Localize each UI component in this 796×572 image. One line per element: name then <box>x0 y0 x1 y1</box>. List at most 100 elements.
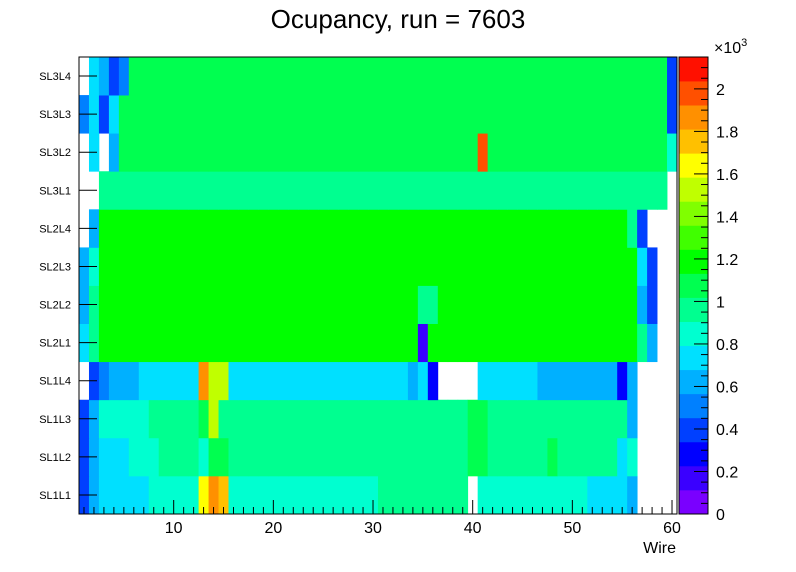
heatmap-cell <box>358 399 369 439</box>
heatmap-cell <box>427 399 439 439</box>
heatmap-cell <box>407 171 419 210</box>
heatmap-cell <box>457 209 469 248</box>
heatmap-cell <box>437 95 449 134</box>
heatmap-cell <box>577 399 588 439</box>
heatmap-cell <box>597 437 608 477</box>
heatmap-cell <box>378 399 389 439</box>
heatmap-cell <box>148 133 160 172</box>
heatmap-cell <box>168 399 180 439</box>
heatmap-cell <box>328 437 339 477</box>
heatmap-cell <box>527 285 538 324</box>
heatmap-cell <box>128 361 140 401</box>
heatmap-cell <box>228 475 239 515</box>
heatmap-cell <box>288 323 299 363</box>
heatmap-cell <box>567 323 578 363</box>
heatmap-cell <box>128 95 140 134</box>
heatmap-cell <box>218 285 229 324</box>
heatmap-cell <box>218 133 229 172</box>
heatmap-cell <box>567 247 578 286</box>
heatmap-cell <box>148 323 160 363</box>
heatmap-cell <box>397 361 409 401</box>
heatmap-cell <box>567 209 578 248</box>
heatmap-cell <box>188 399 199 439</box>
heatmap-cell <box>477 57 489 96</box>
heatmap-cell <box>238 437 249 477</box>
heatmap-cell <box>358 285 369 324</box>
heatmap-cell <box>397 475 409 515</box>
heatmap-cell <box>617 475 628 515</box>
heatmap-cell <box>258 399 269 439</box>
heatmap-cell <box>348 323 359 363</box>
heatmap-cell <box>228 209 239 248</box>
heatmap-cell <box>338 209 349 248</box>
heatmap-cell <box>178 475 190 515</box>
heatmap-cell <box>178 361 190 401</box>
heatmap-cell <box>507 285 518 324</box>
heatmap-cell <box>198 247 209 286</box>
heatmap-cell <box>98 95 110 134</box>
heatmap-cell <box>417 133 429 172</box>
heatmap-cell <box>507 209 518 248</box>
heatmap-cell <box>547 323 558 363</box>
heatmap-cell <box>318 95 329 134</box>
heatmap-cell <box>378 285 389 324</box>
heatmap-cell <box>557 475 568 515</box>
heatmap-cell <box>407 95 419 134</box>
heatmap-cell <box>487 399 498 439</box>
heatmap-cell <box>248 247 259 286</box>
y-tick-label: SL2L4 <box>39 223 71 235</box>
heatmap-cell <box>208 209 219 248</box>
heatmap-cell <box>98 57 110 96</box>
y-tick-label: SL2L1 <box>39 338 71 350</box>
heatmap-cell <box>527 209 538 248</box>
heatmap-cell <box>208 475 219 515</box>
heatmap-cell <box>547 399 558 439</box>
heatmap-cell <box>208 399 219 439</box>
heatmap-cell <box>567 133 578 172</box>
heatmap-cell <box>497 399 508 439</box>
y-tick-label: SL1L3 <box>39 414 71 426</box>
heatmap-cell <box>198 323 209 363</box>
heatmap-cell <box>517 57 528 96</box>
heatmap-cell <box>218 95 229 134</box>
heatmap-cell <box>308 95 319 134</box>
heatmap-cell <box>397 399 409 439</box>
heatmap-cell <box>358 95 369 134</box>
heatmap-cell <box>497 285 508 324</box>
heatmap-cell <box>168 247 180 286</box>
heatmap-cell <box>437 285 449 324</box>
heatmap-cell <box>298 437 309 477</box>
heatmap-cell <box>447 247 459 286</box>
heatmap-cell <box>537 285 548 324</box>
heatmap-cell <box>288 209 299 248</box>
heatmap-cell <box>387 323 399 363</box>
heatmap-cell <box>298 323 309 363</box>
heatmap-cell <box>108 361 120 401</box>
heatmap-cell <box>557 95 568 134</box>
heatmap-cell <box>148 171 160 210</box>
heatmap-cell <box>148 285 160 324</box>
heatmap-cell <box>158 95 170 134</box>
heatmap-cell <box>437 57 449 96</box>
heatmap-cell <box>368 475 379 515</box>
heatmap-cell <box>318 133 329 172</box>
heatmap-cell <box>457 95 469 134</box>
z-tick-label: 1.6 <box>716 167 738 184</box>
heatmap-cell <box>427 209 439 248</box>
heatmap-cell <box>517 133 528 172</box>
heatmap-cell <box>407 323 419 363</box>
heatmap-cell <box>278 209 289 248</box>
heatmap-cell <box>108 285 120 324</box>
heatmap-cell <box>447 209 459 248</box>
heatmap-cell <box>368 247 379 286</box>
heatmap-cell <box>118 437 130 477</box>
heatmap-cell <box>118 361 130 401</box>
heatmap-cell <box>328 133 339 172</box>
heatmap-cell <box>527 95 538 134</box>
heatmap-cell <box>407 133 419 172</box>
heatmap-cell <box>497 95 508 134</box>
heatmap-cell <box>358 209 369 248</box>
heatmap-cell <box>587 399 598 439</box>
heatmap-cell <box>557 57 568 96</box>
heatmap-cell <box>198 133 209 172</box>
